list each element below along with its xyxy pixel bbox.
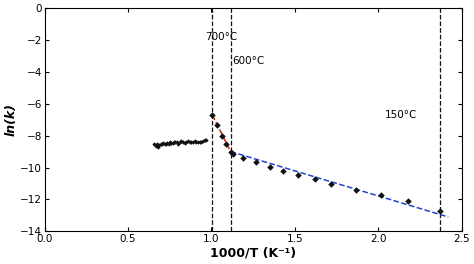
Point <box>239 156 247 160</box>
Point <box>194 140 202 144</box>
Y-axis label: ln(k): ln(k) <box>4 103 17 136</box>
Point <box>176 140 183 144</box>
Point <box>253 160 260 164</box>
Point <box>188 140 195 144</box>
Point <box>192 140 200 144</box>
Point <box>191 139 199 143</box>
Point <box>229 152 237 156</box>
Point <box>157 142 164 147</box>
Point <box>161 142 169 146</box>
Point <box>223 142 230 146</box>
Text: 600°C: 600°C <box>232 56 264 66</box>
Point <box>279 169 287 173</box>
Point <box>184 139 192 143</box>
Point <box>160 141 167 145</box>
Point <box>178 139 185 143</box>
Point <box>179 140 187 144</box>
Point <box>153 142 161 147</box>
Point <box>227 149 235 154</box>
Point <box>436 209 444 214</box>
Point <box>170 140 178 144</box>
Point <box>311 177 319 182</box>
Point <box>164 141 171 145</box>
Point <box>155 143 163 147</box>
Point <box>169 140 176 145</box>
Point <box>173 140 181 144</box>
Text: 150°C: 150°C <box>385 110 417 120</box>
Point <box>213 122 221 127</box>
Point <box>199 139 207 143</box>
Point <box>172 140 179 144</box>
Point <box>209 113 216 117</box>
Point <box>158 142 166 146</box>
Point <box>189 140 197 144</box>
Point <box>174 142 182 146</box>
Point <box>404 199 412 203</box>
Point <box>219 134 226 138</box>
Point <box>168 141 175 145</box>
Point <box>294 173 302 178</box>
Point <box>182 140 190 144</box>
Point <box>181 141 189 145</box>
Point <box>166 140 174 144</box>
Point <box>196 140 203 144</box>
Point <box>378 193 385 197</box>
X-axis label: 1000/T (K⁻¹): 1000/T (K⁻¹) <box>210 247 296 260</box>
Point <box>198 140 205 144</box>
Point <box>201 138 209 142</box>
Point <box>266 165 273 169</box>
Point <box>165 142 173 146</box>
Point <box>150 142 158 146</box>
Text: 700°C: 700°C <box>205 32 237 42</box>
Point <box>186 140 193 144</box>
Point <box>155 145 162 149</box>
Point <box>203 138 210 143</box>
Point <box>152 144 159 148</box>
Point <box>353 188 360 192</box>
Point <box>162 142 170 146</box>
Point <box>328 182 335 186</box>
